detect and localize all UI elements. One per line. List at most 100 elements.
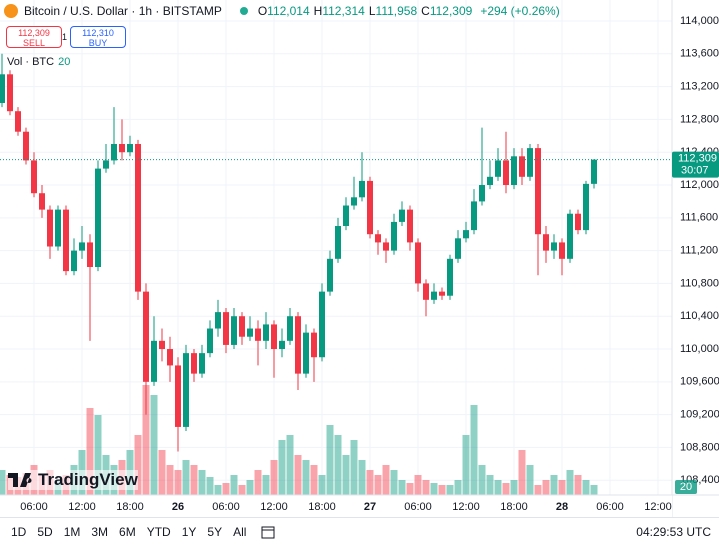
candle-body (575, 213, 581, 231)
candle-body (367, 180, 373, 235)
candle-body (295, 316, 301, 374)
candle-body (463, 230, 469, 239)
range-button[interactable]: 5Y (207, 524, 223, 539)
range-button[interactable]: 3M (91, 524, 109, 539)
candle-body (247, 328, 253, 337)
buy-price: 112,310 (82, 28, 114, 38)
candle-body (535, 148, 541, 235)
candle-body (591, 159, 597, 184)
candle-body (407, 209, 413, 243)
candle-body (95, 168, 101, 268)
spread: 1 (62, 32, 68, 42)
candle-body (287, 316, 293, 341)
x-tick-label: 06:00 (212, 501, 240, 513)
price-axis (672, 0, 719, 517)
volume-bar (406, 483, 414, 495)
candle-body (231, 316, 237, 345)
volume-bar (510, 480, 518, 495)
range-button[interactable]: YTD (146, 524, 171, 539)
logo-icon (8, 473, 32, 487)
sell-price: 112,309 (18, 28, 50, 38)
candle-body (455, 238, 461, 259)
candle-body (439, 291, 445, 296)
candle-body (7, 74, 13, 112)
candle-body (495, 160, 501, 177)
volume-bar (414, 475, 422, 495)
y-tick-label: 109,600 (680, 376, 719, 388)
candle-body (559, 242, 565, 259)
y-tick-label: 111,200 (680, 245, 718, 257)
candle-body (263, 324, 269, 341)
candle-body (527, 148, 533, 177)
buy-label: BUY (88, 38, 108, 48)
ohlc-value: 112,314 (322, 4, 365, 18)
volume-bar (182, 460, 190, 495)
candle-body (47, 209, 53, 247)
volume-bar (262, 475, 270, 495)
volume-bar (286, 435, 294, 495)
x-tick-label: 26 (172, 501, 184, 513)
candle-body (479, 185, 485, 202)
candle-body (551, 242, 557, 251)
x-tick-label: 18:00 (308, 501, 336, 513)
volume-bar (350, 440, 358, 495)
y-tick-label: 112,000 (680, 179, 719, 191)
candle-body (239, 316, 245, 337)
coin-icon (4, 4, 18, 18)
candle-body (567, 213, 573, 259)
x-tick-label: 18:00 (116, 501, 144, 513)
candle-body (119, 144, 125, 153)
candle-body (543, 234, 549, 251)
volume-bar (222, 483, 230, 495)
volume-bar (542, 480, 550, 495)
logo[interactable]: TradingView (8, 470, 138, 490)
candle-body (303, 332, 309, 374)
volume-bar (422, 480, 430, 495)
range-button[interactable]: All (233, 524, 247, 539)
volume-bar (430, 483, 438, 495)
volume-bar (326, 425, 334, 495)
volume-bar (302, 460, 310, 495)
candle-body (87, 242, 93, 268)
range-button[interactable]: 1M (63, 524, 81, 539)
candle-body (39, 193, 45, 210)
x-tick-label: 27 (364, 501, 376, 513)
ohlc-key: O (257, 4, 268, 18)
candle-body (199, 353, 205, 374)
candle-body (135, 144, 141, 292)
volume-bar (590, 485, 598, 495)
volume-bar (310, 465, 318, 495)
candle-body (375, 234, 381, 243)
ohlc-value: 111,958 (375, 4, 418, 18)
chart: 108,400108,800109,200109,600110,000110,4… (0, 0, 719, 517)
volume-bar (278, 440, 286, 495)
candle-body (167, 349, 173, 366)
range-button[interactable]: 5D (37, 524, 53, 539)
volume-bar (342, 455, 350, 495)
calendar-icon[interactable] (260, 524, 276, 540)
volume-bar (366, 470, 374, 495)
volume-bar (502, 483, 510, 495)
range-button[interactable]: 1D (11, 524, 27, 539)
volume-bar (334, 435, 342, 495)
candle-body (103, 160, 109, 169)
ohlc-value: 112,309 (429, 4, 473, 18)
sell-button[interactable]: 112,309 SELL (6, 26, 62, 48)
candle-body (511, 156, 517, 186)
volume-bar (318, 475, 326, 495)
x-tick-label: 12:00 (644, 501, 672, 513)
volume-bar (462, 435, 470, 495)
buy-button[interactable]: 112,310 BUY (70, 26, 126, 48)
candle-body (399, 209, 405, 222)
candle-body (151, 340, 157, 382)
volume-bar (198, 470, 206, 495)
candle-body (15, 111, 21, 132)
candle-body (583, 183, 589, 231)
range-button[interactable]: 6M (119, 524, 136, 539)
candle-body (503, 160, 509, 186)
range-button[interactable]: 1Y (181, 524, 197, 539)
ohlc-value: 112,014 (267, 4, 310, 18)
candle-body (279, 340, 285, 350)
volume-value: 20 (58, 56, 71, 68)
